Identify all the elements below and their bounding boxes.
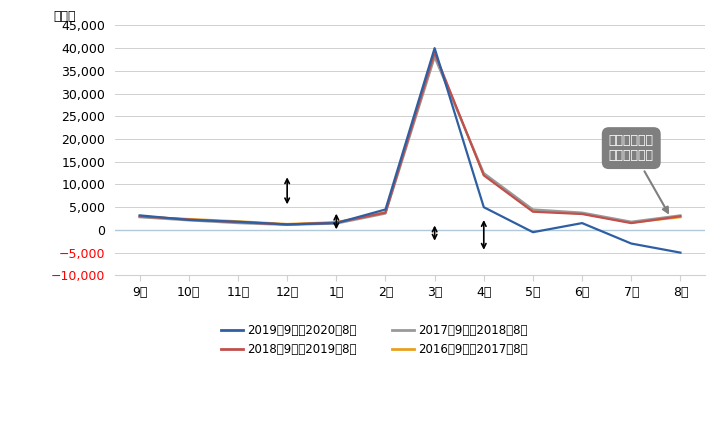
- 2019年9月～2020年8月: [431, 45, 439, 51]
- 2018年9月～2019年8月: [332, 220, 341, 225]
- 2016年9月～2017年8月: [627, 220, 636, 225]
- 2016年9月～2017年8月: [431, 52, 439, 58]
- 2017年9月～2018年8月: [332, 221, 341, 226]
- 2018年9月～2019年8月: [234, 219, 243, 225]
- 2016年9月～2017年8月: [577, 211, 586, 216]
- 2016年9月～2017年8月: [528, 208, 537, 214]
- Line: 2016年9月～2017年8月: 2016年9月～2017年8月: [140, 55, 680, 224]
- 2019年9月～2020年8月: [135, 213, 144, 218]
- 2018年9月～2019年8月: [676, 214, 685, 219]
- 2016年9月～2017年8月: [283, 222, 292, 227]
- 2017年9月～2018年8月: [577, 210, 586, 215]
- 2019年9月～2020年8月: [528, 230, 537, 235]
- Line: 2019年9月～2020年8月: 2019年9月～2020年8月: [140, 48, 680, 253]
- 2018年9月～2019年8月: [528, 209, 537, 214]
- 2019年9月～2020年8月: [381, 207, 390, 212]
- 2016年9月～2017年8月: [332, 219, 341, 225]
- 2019年9月～2020年8月: [184, 217, 193, 222]
- 2016年9月～2017年8月: [135, 214, 144, 219]
- Line: 2018年9月～2019年8月: 2018年9月～2019年8月: [140, 53, 680, 225]
- 2017年9月～2018年8月: [135, 214, 144, 220]
- 2019年9月～2020年8月: [627, 241, 636, 246]
- 2017年9月～2018年8月: [480, 170, 488, 176]
- Y-axis label: （人）: （人）: [54, 10, 76, 23]
- 2017年9月～2018年8月: [431, 55, 439, 60]
- 2018年9月～2019年8月: [431, 50, 439, 56]
- 2017年9月～2018年8月: [184, 218, 193, 223]
- 2017年9月～2018年8月: [283, 222, 292, 228]
- 2019年9月～2020年8月: [234, 219, 243, 224]
- 2017年9月～2018年8月: [676, 213, 685, 218]
- 2017年9月～2018年8月: [627, 219, 636, 224]
- 2016年9月～2017年8月: [480, 172, 488, 177]
- 2017年9月～2018年8月: [234, 220, 243, 226]
- 2016年9月～2017年8月: [381, 210, 390, 215]
- 2016年9月～2017年8月: [184, 216, 193, 222]
- 2018年9月～2019年8月: [381, 210, 390, 215]
- 2016年9月～2017年8月: [676, 214, 685, 220]
- Legend: 2019年9月～2020年8月, 2018年9月～2019年8月, 2017年9月～2018年8月, 2016年9月～2017年8月: 2019年9月～2020年8月, 2018年9月～2019年8月, 2017年9…: [222, 324, 528, 356]
- 2017年9月～2018年8月: [381, 211, 390, 216]
- 2016年9月～2017年8月: [234, 218, 243, 224]
- 2018年9月～2019年8月: [135, 214, 144, 219]
- Text: 近年の同月値
からの乖離幅: 近年の同月値 からの乖離幅: [609, 134, 668, 213]
- Line: 2017年9月～2018年8月: 2017年9月～2018年8月: [140, 57, 680, 225]
- 2019年9月～2020年8月: [332, 220, 341, 226]
- 2018年9月～2019年8月: [480, 173, 488, 178]
- 2018年9月～2019年8月: [283, 222, 292, 227]
- 2019年9月～2020年8月: [577, 220, 586, 226]
- 2018年9月～2019年8月: [627, 220, 636, 226]
- 2018年9月～2019年8月: [184, 217, 193, 222]
- 2019年9月～2020年8月: [480, 205, 488, 210]
- 2019年9月～2020年8月: [676, 250, 685, 255]
- 2018年9月～2019年8月: [577, 211, 586, 217]
- 2017年9月～2018年8月: [528, 207, 537, 212]
- 2019年9月～2020年8月: [283, 222, 292, 227]
